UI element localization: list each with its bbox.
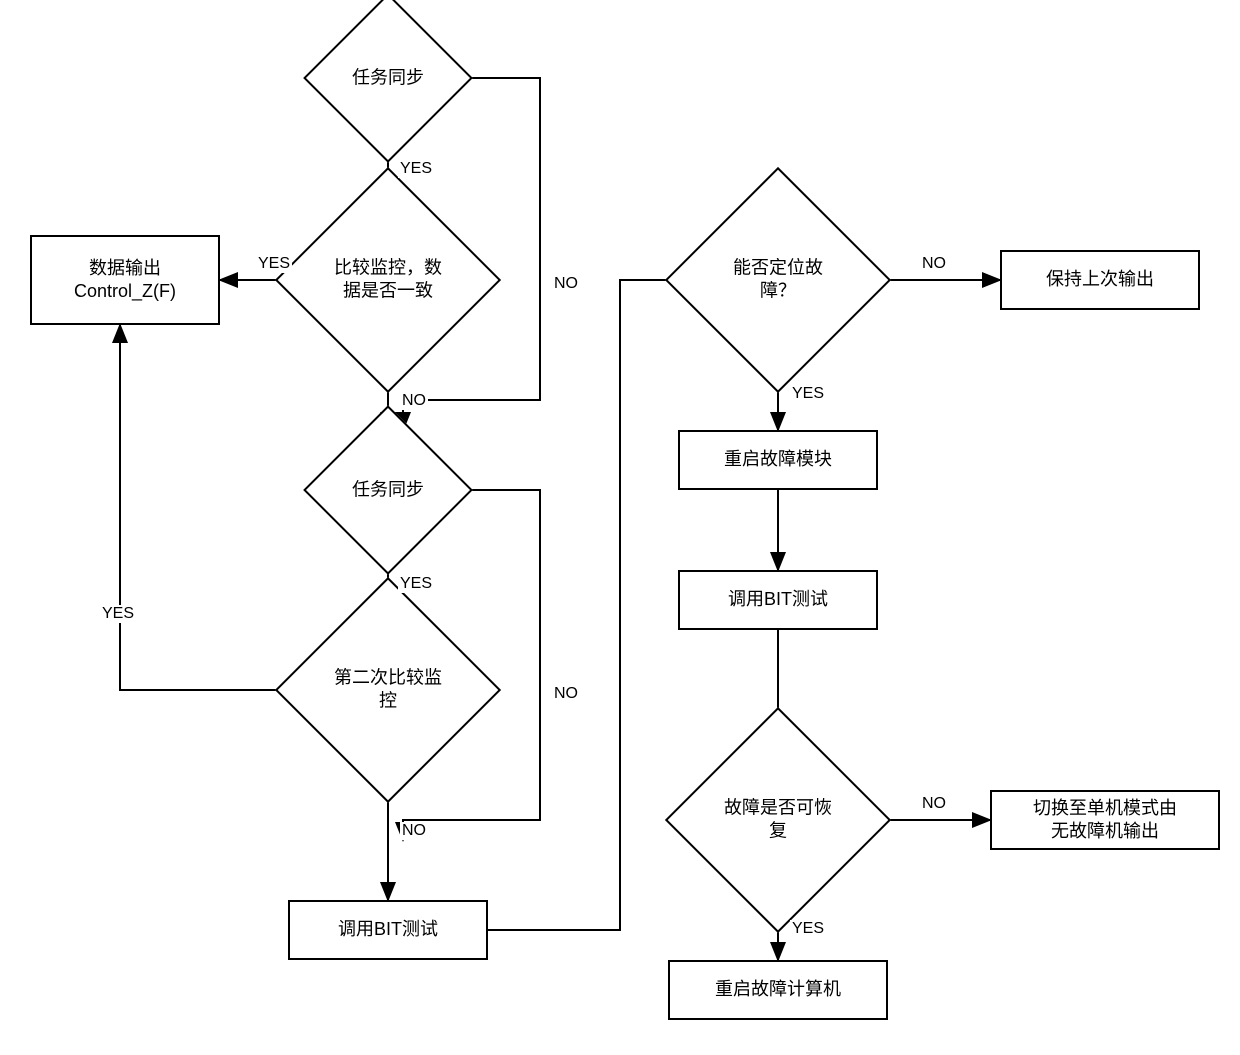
process-restart-fault-module-label: 重启故障模块 xyxy=(724,448,832,471)
decision-task-sync-2-label: 任务同步 xyxy=(352,478,424,501)
decision-compare-monitor: 比较监控，数据是否一致 xyxy=(308,200,468,360)
process-switch-single-mode-label: 切换至单机模式由无故障机输出 xyxy=(1033,797,1177,844)
process-bit-test-1-label: 调用BIT测试 xyxy=(338,918,438,941)
decision-second-compare: 第二次比较监控 xyxy=(308,610,468,770)
edge-label-9: NO xyxy=(920,255,948,273)
edge-6 xyxy=(120,325,308,690)
flowchart-canvas: 任务同步 比较监控，数据是否一致 数据输出Control_Z(F) 任务同步 第… xyxy=(0,0,1240,1055)
process-bit-test-2-label: 调用BIT测试 xyxy=(728,588,828,611)
decision-fault-recoverable-label: 故障是否可恢复 xyxy=(724,797,832,844)
edge-label-0: YES xyxy=(398,160,434,178)
edge-label-4: YES xyxy=(398,575,434,593)
edge-label-13: NO xyxy=(920,795,948,813)
process-restart-fault-computer: 重启故障计算机 xyxy=(668,960,888,1020)
decision-locate-fault-label: 能否定位故障？ xyxy=(733,257,823,304)
edge-label-6: YES xyxy=(100,605,136,623)
edge-label-5: NO xyxy=(552,685,580,703)
connectors-layer xyxy=(0,0,1240,1055)
edge-label-10: YES xyxy=(790,385,826,403)
decision-second-compare-label: 第二次比较监控 xyxy=(334,667,442,714)
decision-task-sync-2: 任务同步 xyxy=(328,430,448,550)
edge-8 xyxy=(488,280,698,930)
process-restart-fault-module: 重启故障模块 xyxy=(678,430,878,490)
process-keep-last-output-label: 保持上次输出 xyxy=(1046,268,1154,291)
edge-label-14: YES xyxy=(790,920,826,938)
process-restart-fault-computer-label: 重启故障计算机 xyxy=(715,978,841,1001)
process-data-output: 数据输出Control_Z(F) xyxy=(30,235,220,325)
process-bit-test-1: 调用BIT测试 xyxy=(288,900,488,960)
decision-locate-fault: 能否定位故障？ xyxy=(698,200,858,360)
decision-task-sync-1: 任务同步 xyxy=(328,18,448,138)
edge-label-7: NO xyxy=(400,822,428,840)
process-keep-last-output: 保持上次输出 xyxy=(1000,250,1200,310)
process-bit-test-2: 调用BIT测试 xyxy=(678,570,878,630)
process-switch-single-mode: 切换至单机模式由无故障机输出 xyxy=(990,790,1220,850)
edge-label-1: NO xyxy=(552,275,580,293)
decision-task-sync-1-label: 任务同步 xyxy=(352,66,424,89)
decision-fault-recoverable: 故障是否可恢复 xyxy=(698,740,858,900)
decision-compare-monitor-label: 比较监控，数据是否一致 xyxy=(334,257,442,304)
edge-label-2: YES xyxy=(256,255,292,273)
edge-label-3: NO xyxy=(400,392,428,410)
process-data-output-label: 数据输出Control_Z(F) xyxy=(74,257,176,304)
